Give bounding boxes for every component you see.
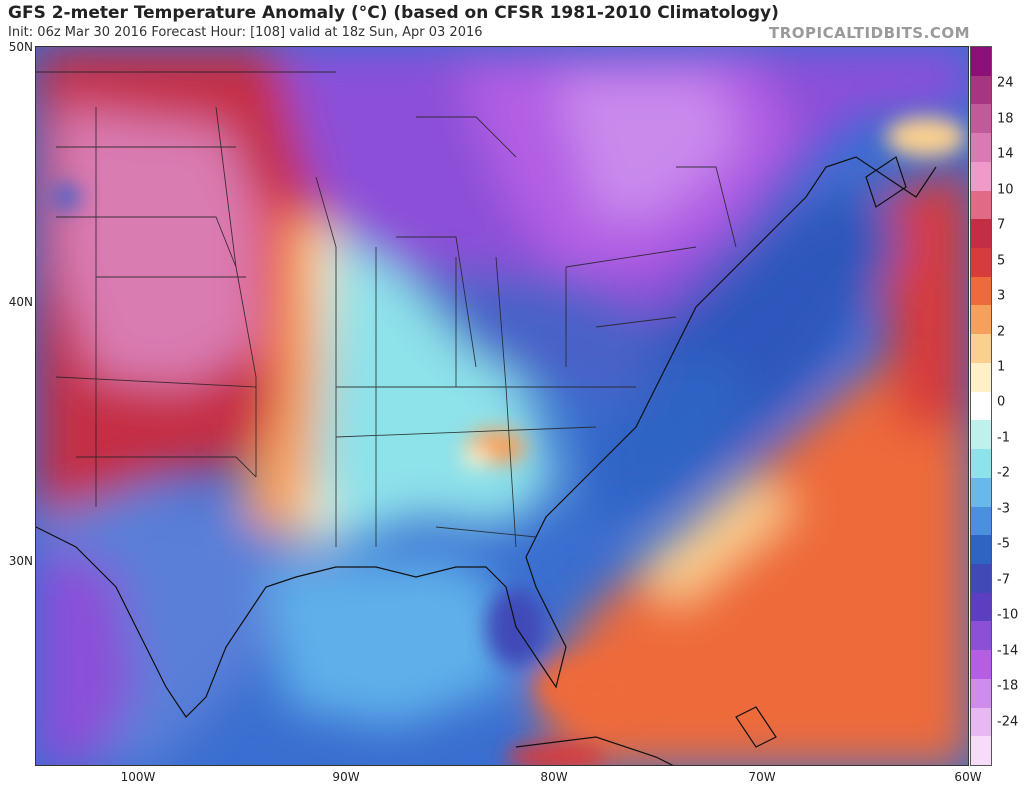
colorbar-label: 18 <box>997 111 1014 127</box>
colorbar-swatch <box>971 248 991 277</box>
anomaly-field <box>36 47 968 765</box>
colorbar-label: -14 <box>997 643 1019 659</box>
colorbar-swatch <box>971 650 991 679</box>
colorbar-label: -1 <box>997 430 1010 446</box>
colorbar-swatch <box>971 334 991 363</box>
colorbar-swatch <box>971 449 991 478</box>
state-borders <box>36 71 737 548</box>
colorbar-label: 24 <box>997 75 1014 91</box>
colorbar-label: -2 <box>997 465 1010 481</box>
colorbar-swatch <box>971 420 991 450</box>
colorbar-swatch <box>971 362 991 392</box>
site-credit: TROPICALTIDBITS.COM <box>769 24 970 42</box>
colorbar-label: -10 <box>997 607 1019 623</box>
colorbar-swatch <box>971 276 991 306</box>
colorbar-swatch <box>971 47 991 76</box>
coastlines <box>36 156 937 765</box>
map-canvas <box>36 47 968 765</box>
colorbar-label: -7 <box>997 572 1010 588</box>
colorbar-label: -24 <box>997 714 1019 730</box>
colorbar-label: 1 <box>997 359 1006 375</box>
colorbar-swatch <box>971 305 991 335</box>
colorbar-label: 3 <box>997 288 1006 304</box>
colorbar-swatch <box>971 219 991 249</box>
colorbar-label: -3 <box>997 501 1010 517</box>
colorbar-swatch <box>971 678 991 708</box>
lon-label-80w: 80W <box>540 770 568 784</box>
colorbar-swatch <box>971 104 991 134</box>
colorbar-label: -5 <box>997 536 1010 552</box>
colorbar <box>970 46 992 766</box>
lon-label-70w: 70W <box>748 770 776 784</box>
colorbar-swatch <box>971 621 991 651</box>
colorbar-swatch <box>971 391 991 421</box>
colorbar-swatch <box>971 707 991 737</box>
temperature-anomaly-map <box>35 46 969 766</box>
lat-label-40n: 40N <box>8 295 33 309</box>
colorbar-swatch <box>971 133 991 162</box>
colorbar-label: 0 <box>997 394 1006 410</box>
colorbar-swatch <box>971 506 991 536</box>
lon-label-90w: 90W <box>332 770 360 784</box>
colorbar-swatch <box>971 477 991 507</box>
map-subtitle: Init: 06z Mar 30 2016 Forecast Hour: [10… <box>8 25 483 40</box>
anomaly-detail <box>52 117 966 765</box>
colorbar-label: 5 <box>997 253 1006 269</box>
colorbar-swatch <box>971 190 991 220</box>
lon-label-60w: 60W <box>954 770 982 784</box>
map-title: GFS 2-meter Temperature Anomaly (°C) (ba… <box>8 3 779 23</box>
colorbar-swatch <box>971 563 991 593</box>
colorbar-label: 7 <box>997 217 1006 233</box>
colorbar-label: 14 <box>997 146 1014 162</box>
colorbar-swatch <box>971 535 991 564</box>
colorbar-swatch <box>971 736 991 765</box>
colorbar-label: 2 <box>997 324 1006 340</box>
colorbar-swatch <box>971 75 991 105</box>
lat-label-30n: 30N <box>8 554 33 568</box>
colorbar-swatch <box>971 161 991 191</box>
colorbar-swatch <box>971 592 991 622</box>
lat-label-50n: 50N <box>8 40 33 54</box>
colorbar-label: 10 <box>997 182 1014 198</box>
lon-label-100w: 100W <box>120 770 156 784</box>
colorbar-label: -18 <box>997 678 1019 694</box>
